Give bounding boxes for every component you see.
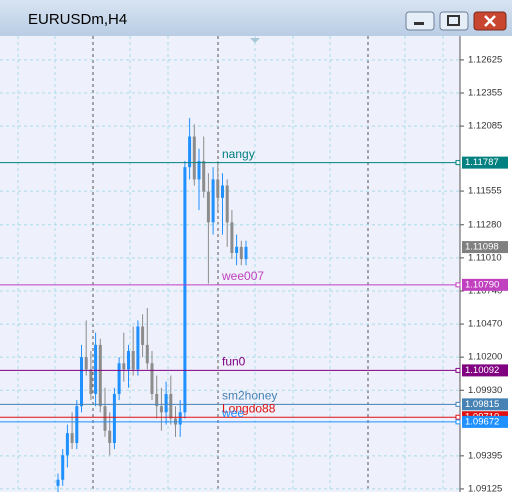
line-name: wee [221,406,244,420]
candle-body [225,185,229,223]
price-label: 1.11787 [465,157,499,168]
y-tick-label: 1.12625 [468,54,502,65]
y-tick-label: 1.12355 [468,88,502,99]
minimize-icon [414,22,424,25]
y-tick-label: 1.09930 [468,385,502,396]
candle-body [61,455,65,480]
line-name: wee007 [221,269,264,283]
candle-body [98,344,102,407]
price-label-box [462,364,508,377]
current-price-label: 1.11098 [465,242,499,253]
y-tick-label: 1.11280 [468,219,502,230]
line-handle [455,419,461,425]
candle-body [56,479,60,486]
candle-body [112,393,116,443]
minimize-button[interactable] [405,11,435,31]
candle-body [94,344,98,394]
line-name: fun0 [222,355,246,369]
candle-body [211,179,215,223]
line-handle [455,367,461,373]
price-label: 1.10790 [465,279,499,290]
candle-body [75,406,79,443]
candle-body [108,430,112,443]
candle-body [145,344,149,364]
line-name: Longdo88 [222,401,276,415]
candle-body [80,357,83,407]
price-label: 1.09815 [465,399,499,410]
y-tick-label: 1.11555 [468,186,502,197]
price-label-box [462,156,508,169]
y-tick-label: 1.10740 [468,285,502,296]
restore-button[interactable] [439,11,469,31]
current-price-box [462,241,508,254]
y-tick-label: 1.10470 [468,319,502,330]
y-tick-label: 1.09395 [468,450,502,461]
candle-body [178,412,182,425]
candle-body [235,246,239,253]
line-name: nangy [222,147,255,161]
candle-body [169,393,173,419]
candle-body [159,406,163,413]
candle-body [117,363,121,394]
candle-body [206,191,210,223]
line-handle [455,160,461,166]
y-tick-label: 1.09125 [468,483,502,492]
candle-body [141,326,145,345]
candle-body [150,363,154,394]
y-tick-label: 1.12085 [468,121,502,132]
candle-body [164,393,168,413]
y-tick-label: 1.11010 [468,252,502,263]
candle-body [155,393,159,407]
price-label-box [462,278,508,291]
candle-body [127,351,130,370]
candle-body [131,351,135,370]
shift-marker [250,38,260,43]
restore-icon [447,15,460,26]
candle-body [70,433,74,443]
candle-body [192,136,196,180]
candle-body [103,406,107,431]
candle-body [65,433,69,456]
candle-body [202,161,206,192]
line-handle [455,414,461,420]
candle-body [230,222,234,253]
line-handle [455,401,461,407]
candle-body [188,136,192,168]
line-name: sm2honey [222,389,277,403]
price-label: 1.10092 [465,365,499,376]
candle-body [122,363,126,370]
price-label-box [462,415,508,428]
vertical-grid [17,36,444,492]
candle-body [239,246,243,260]
y-tick-label: 1.10200 [468,352,502,363]
price-label: 1.09672 [465,416,499,427]
candle-body [183,167,187,413]
line-handle [455,282,461,288]
candle-body [216,179,220,198]
candle-body [89,369,93,394]
candle-body [136,326,140,370]
plot-area [0,36,460,492]
close-icon [484,15,496,27]
candle-body [197,161,201,180]
candle-body [84,357,88,370]
price-label-box [462,398,508,411]
candle-body [244,246,248,260]
window-title: EURUSDm,H4 [28,11,127,28]
candle-body [221,185,224,198]
